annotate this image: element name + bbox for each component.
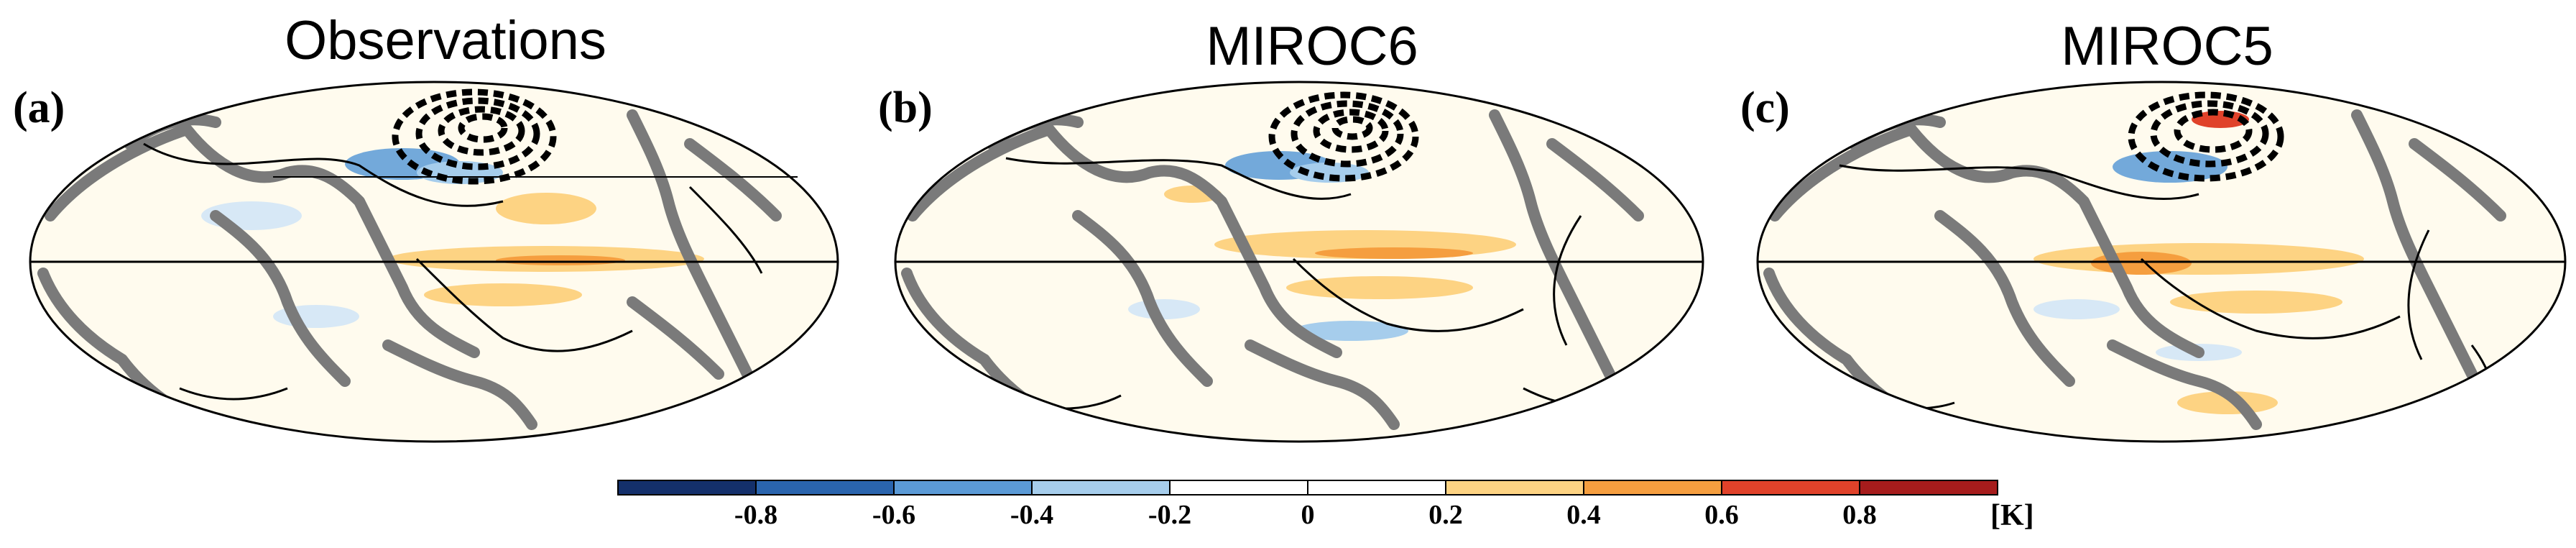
panel-label-b: (b)	[878, 83, 933, 132]
colorbar-segment	[1721, 480, 1860, 496]
anomaly-patch	[2033, 299, 2120, 319]
anomaly-patch	[424, 283, 582, 306]
panel-title-a: Observations	[285, 10, 606, 71]
colorbar-tick-label: 0.8	[1842, 500, 1877, 530]
colorbar-segment	[1583, 480, 1722, 496]
dashed-contours-b	[1268, 91, 1419, 182]
anomaly-patch	[496, 193, 596, 224]
panel-label-a: (a)	[13, 83, 65, 132]
colorbar-segment	[1445, 480, 1584, 496]
colorbar-unit: [K]	[1990, 499, 2034, 532]
colorbar-tick-label: 0.4	[1566, 500, 1601, 530]
colorbar-tick-label: 0.6	[1704, 500, 1739, 530]
colorbar-tick-label: -0.4	[1010, 500, 1053, 530]
colorbar-tick-label: 0.2	[1428, 500, 1463, 530]
colorbar-segment	[893, 480, 1033, 496]
colorbar-tick-label: 0	[1301, 500, 1315, 530]
anomaly-patch	[1128, 299, 1200, 319]
colorbar-segment	[1859, 480, 1998, 496]
colorbar-segment	[617, 480, 757, 496]
map-outline-c	[1756, 81, 2567, 443]
colorbar-segment	[1031, 480, 1171, 496]
anomaly-patch	[2170, 291, 2342, 314]
anomaly-patch	[2177, 391, 2278, 414]
anomaly-patch	[2033, 243, 2364, 275]
colorbar-tick-label: -0.2	[1148, 500, 1191, 530]
anomaly-patch	[1293, 321, 1408, 341]
colorbar-segment	[755, 480, 895, 496]
panel-title-c: MIROC5	[2061, 16, 2273, 77]
colorbar-segment	[1169, 480, 1308, 496]
colorbar-segment	[1307, 480, 1446, 496]
colorbar-tick-label: -0.6	[872, 500, 915, 530]
dashed-contours-c	[2128, 91, 2284, 182]
anomaly-patch	[496, 255, 625, 265]
anomaly-patch	[2192, 111, 2249, 128]
panel-c: MIROC5 (c)	[1740, 16, 2567, 443]
panel-title-b: MIROC6	[1206, 16, 1418, 77]
dashed-contours-a	[392, 88, 557, 185]
map-outline-b	[894, 81, 1704, 443]
colorbar: -0.8 -0.6 -0.4 -0.2 0 0.2 0.4 0.6 0.8 [K]	[617, 480, 2034, 532]
map-outline-a	[29, 81, 839, 443]
panel-label-c: (c)	[1740, 83, 1790, 132]
contours-a	[143, 142, 763, 401]
colorbar-tick-label: -0.8	[734, 500, 777, 530]
anomaly-patch	[1315, 247, 1473, 259]
panel-a: Observations (a)	[13, 10, 839, 443]
panel-b: MIROC6 (b)	[878, 16, 1704, 443]
